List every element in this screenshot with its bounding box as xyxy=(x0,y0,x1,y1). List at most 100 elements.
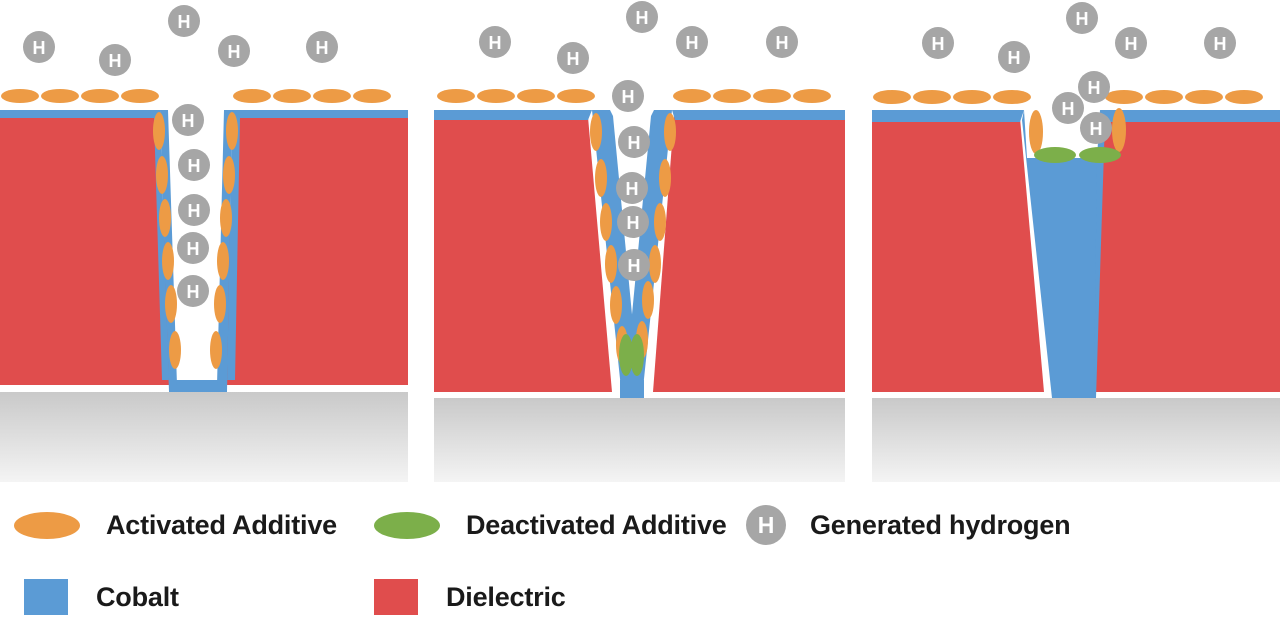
svg-text:H: H xyxy=(178,12,191,32)
legend: Activated Additive Deactivated Additive … xyxy=(0,490,1280,618)
svg-text:H: H xyxy=(109,51,122,71)
hydrogen-bubbles-escaping: H H H xyxy=(1052,71,1112,144)
svg-text:H: H xyxy=(33,38,46,58)
legend-row-2: Cobalt Dielectric xyxy=(0,568,1280,626)
svg-text:H: H xyxy=(627,213,640,233)
activated-additive-surface-left xyxy=(873,90,1031,104)
hydrogen-bubble-icon: H xyxy=(676,26,708,58)
hydrogen-bubble-icon: H xyxy=(922,27,954,59)
hydrogen-bubble-icon: H xyxy=(99,44,131,76)
dielectric-left xyxy=(0,117,172,385)
hydrogen-bubble-icon: H xyxy=(178,194,210,226)
deactivated-additive-trench-bottom xyxy=(619,334,644,376)
cobalt-field-cap xyxy=(872,110,1280,122)
dielectric-swatch-icon xyxy=(374,579,418,615)
hydrogen-bubble-icon: H xyxy=(1078,71,1110,103)
hydrogen-bubble-icon: H xyxy=(618,126,650,158)
svg-text:H: H xyxy=(187,282,200,302)
legend-item-dielectric: Dielectric xyxy=(374,568,566,626)
legend-label-deactivated-additive: Deactivated Additive xyxy=(466,509,727,540)
hydrogen-bubbles-above: H H H H H xyxy=(922,2,1236,73)
svg-text:H: H xyxy=(686,33,699,53)
hydrogen-bubble-icon: H xyxy=(177,232,209,264)
hydrogen-bubble-icon: H xyxy=(177,275,209,307)
panel-3-illustration: H H H H H xyxy=(872,2,1280,482)
hydrogen-bubble-icon: H xyxy=(1080,112,1112,144)
svg-text:H: H xyxy=(182,111,195,131)
svg-text:H: H xyxy=(188,201,201,221)
hydrogen-bubble-icon: H xyxy=(168,5,200,37)
legend-item-generated-hydrogen: H Generated hydrogen xyxy=(746,496,1071,554)
hydrogen-bubble-icon: H xyxy=(1204,27,1236,59)
activated-additive-surface-right xyxy=(233,89,391,103)
activated-additive-sidewall-right xyxy=(636,113,676,359)
substrate-layer xyxy=(0,392,408,482)
cobalt-trench-bottom xyxy=(620,380,644,398)
hydrogen-bubbles-above: H H H H H xyxy=(23,5,338,76)
svg-text:H: H xyxy=(626,179,639,199)
panel-initial-conformal-liner: H H H H H xyxy=(0,0,408,482)
hydrogen-bubble-icon: H xyxy=(612,80,644,112)
legend-item-cobalt: Cobalt xyxy=(24,568,179,626)
svg-text:H: H xyxy=(489,33,502,53)
legend-label-dielectric: Dielectric xyxy=(446,581,566,612)
svg-text:H: H xyxy=(1125,34,1138,54)
hydrogen-bubble-icon: H xyxy=(557,42,589,74)
legend-item-activated-additive: Activated Additive xyxy=(14,496,337,554)
svg-text:H: H xyxy=(188,156,201,176)
activated-additive-surface-left xyxy=(1,89,159,103)
dielectric-right xyxy=(653,117,845,392)
svg-text:H: H xyxy=(187,239,200,259)
svg-text:H: H xyxy=(316,38,329,58)
hydrogen-bubble-icon: H xyxy=(23,31,55,63)
hydrogen-bubbles-above: H H H H H xyxy=(479,1,798,74)
dielectric-right xyxy=(1088,118,1280,392)
svg-text:H: H xyxy=(1088,78,1101,98)
hydrogen-bubble-icon: H xyxy=(998,41,1030,73)
hydrogen-bubble-icon: H xyxy=(616,172,648,204)
cobalt-fill-body xyxy=(1027,158,1097,398)
activated-additive-surface-right xyxy=(673,89,831,103)
substrate-layer xyxy=(434,398,845,482)
svg-text:H: H xyxy=(228,42,241,62)
legend-label-generated-hydrogen: Generated hydrogen xyxy=(810,509,1071,540)
panel-2-illustration: H H H H H xyxy=(434,1,845,482)
hydrogen-bubble-icon: H xyxy=(766,26,798,58)
svg-text:H: H xyxy=(636,8,649,28)
activated-additive-sidewall-left xyxy=(153,112,181,369)
hydrogen-bubble-icon: H xyxy=(178,149,210,181)
hydrogen-bubble-icon: H xyxy=(618,249,650,281)
cobalt-swatch-icon xyxy=(24,579,68,615)
hydrogen-bubble-icon: H xyxy=(1052,92,1084,124)
hydrogen-bubble-icon: H xyxy=(1115,27,1147,59)
hydrogen-bubble-icon: H xyxy=(218,35,250,67)
legend-label-activated-additive: Activated Additive xyxy=(106,509,337,540)
activated-additive-sidewall-right xyxy=(1112,108,1126,152)
dielectric-left xyxy=(434,117,612,392)
svg-text:H: H xyxy=(622,87,635,107)
deactivated-additive-on-fill xyxy=(1034,147,1121,163)
svg-text:H: H xyxy=(1090,119,1103,139)
deactivated-additive-swatch-icon xyxy=(374,511,440,539)
legend-row-1: Activated Additive Deactivated Additive … xyxy=(0,496,1280,554)
dielectric-left xyxy=(872,118,1044,392)
panel-1-illustration: H H H H H xyxy=(0,5,408,482)
svg-text:H: H xyxy=(932,34,945,54)
hydrogen-bubble-icon: H xyxy=(172,104,204,136)
svg-text:H: H xyxy=(628,256,641,276)
hydrogen-bubble-icon: H xyxy=(626,1,658,33)
substrate-layer xyxy=(872,398,1280,482)
svg-text:H: H xyxy=(1214,34,1227,54)
hydrogen-bubble-icon: H xyxy=(306,31,338,63)
svg-text:H: H xyxy=(776,33,789,53)
hydrogen-bubble-icon: H xyxy=(746,505,786,545)
svg-text:H: H xyxy=(1062,99,1075,119)
activated-additive-surface-left xyxy=(437,89,595,103)
dielectric-right xyxy=(224,117,408,385)
activated-additive-sidewall-right xyxy=(210,112,238,369)
legend-item-deactivated-additive: Deactivated Additive xyxy=(374,496,727,554)
hydrogen-bubble-icon: H xyxy=(617,206,649,238)
hydrogen-bubble-icon: H xyxy=(1066,2,1098,34)
hydrogen-bubbles-in-trench: H H H H H xyxy=(612,80,650,281)
